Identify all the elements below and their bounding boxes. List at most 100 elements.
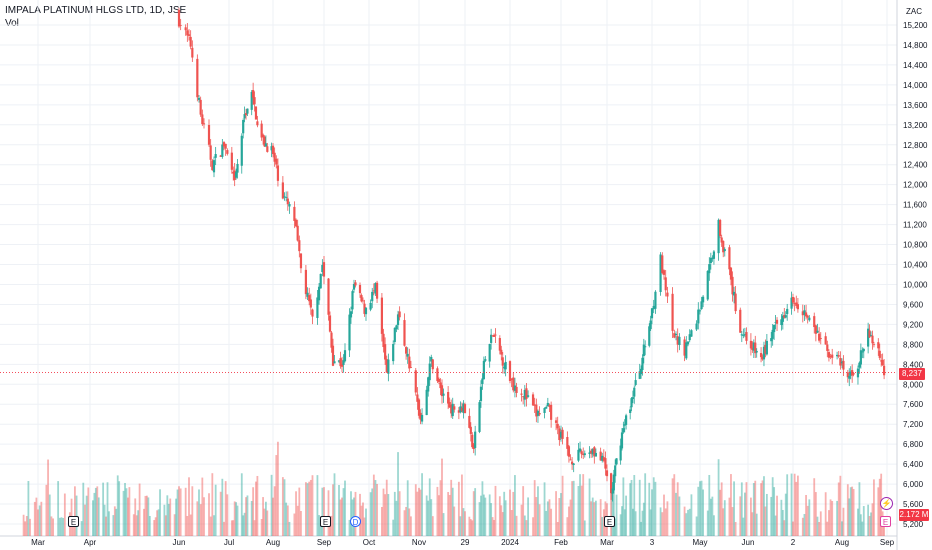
volume-bar bbox=[329, 518, 331, 536]
candle bbox=[554, 417, 558, 431]
candle bbox=[431, 358, 434, 374]
candle bbox=[612, 469, 615, 494]
volume-bar bbox=[40, 501, 43, 536]
volume-bar bbox=[877, 487, 880, 536]
volume-bar bbox=[296, 505, 299, 536]
volume-bar bbox=[661, 512, 664, 536]
candle bbox=[578, 441, 582, 453]
volume-bar bbox=[339, 499, 342, 536]
volume-bar bbox=[867, 504, 870, 536]
candle bbox=[594, 448, 597, 457]
volume-bar bbox=[184, 487, 187, 536]
volume-bar bbox=[342, 488, 345, 536]
volume-bar bbox=[108, 511, 110, 536]
candle bbox=[659, 252, 662, 296]
volume-bar bbox=[676, 482, 679, 536]
volume-bar bbox=[818, 521, 821, 536]
candle bbox=[605, 464, 609, 482]
candle bbox=[648, 323, 651, 348]
candle bbox=[685, 336, 688, 360]
volume-bar bbox=[74, 486, 76, 536]
candle bbox=[740, 331, 743, 343]
candle bbox=[244, 108, 248, 120]
volume-bar bbox=[851, 486, 854, 536]
candle bbox=[375, 280, 379, 303]
volume-bar bbox=[285, 502, 288, 536]
candle bbox=[209, 139, 212, 167]
candle bbox=[709, 252, 712, 270]
candle bbox=[358, 282, 362, 298]
candle bbox=[214, 146, 217, 166]
volume-bar bbox=[270, 474, 273, 536]
volume-bar bbox=[857, 508, 859, 536]
volume-bar bbox=[403, 510, 406, 536]
earnings-marker[interactable]: E bbox=[604, 516, 615, 527]
candle bbox=[207, 119, 211, 147]
candle bbox=[728, 244, 731, 276]
candle bbox=[250, 90, 253, 116]
volume-bar bbox=[214, 484, 217, 536]
candle bbox=[482, 356, 485, 380]
candle bbox=[201, 109, 204, 126]
volume-bars bbox=[22, 441, 885, 536]
candle bbox=[533, 397, 536, 413]
candle bbox=[602, 449, 605, 463]
volume-bar bbox=[405, 506, 407, 536]
candle bbox=[451, 397, 454, 419]
volume-bar bbox=[147, 497, 150, 536]
candle bbox=[333, 354, 336, 364]
volume-bar bbox=[754, 480, 757, 536]
volume-bar bbox=[137, 510, 140, 536]
volume-bar bbox=[359, 493, 361, 536]
candle bbox=[774, 314, 777, 330]
volume-bar bbox=[447, 492, 450, 536]
volume-bar bbox=[189, 514, 192, 536]
candle bbox=[221, 138, 224, 159]
x-tick-label: Aug bbox=[266, 538, 280, 547]
volume-bar bbox=[148, 515, 151, 536]
earnings-marker[interactable]: E bbox=[68, 516, 79, 527]
candle bbox=[222, 141, 226, 151]
volume-bar bbox=[125, 488, 128, 536]
volume-bar bbox=[591, 497, 594, 536]
volume-bar bbox=[826, 521, 829, 536]
candle bbox=[515, 382, 518, 398]
volume-bar bbox=[488, 494, 491, 536]
dividend-marker[interactable]: D bbox=[350, 516, 361, 527]
volume-bar bbox=[740, 482, 743, 536]
volume-bar bbox=[127, 497, 129, 536]
volume-bar bbox=[702, 489, 704, 536]
candle bbox=[211, 159, 214, 171]
flash-icon[interactable]: ⚡ bbox=[880, 497, 893, 510]
volume-bar bbox=[728, 497, 731, 536]
volume-bar bbox=[673, 474, 676, 536]
volume-indicator-label[interactable]: Vol bbox=[5, 18, 19, 29]
volume-bar bbox=[35, 497, 38, 536]
volume-bar bbox=[801, 517, 804, 536]
volume-bar bbox=[311, 475, 314, 536]
x-tick-label: Jun bbox=[173, 538, 186, 547]
earnings-marker[interactable]: E bbox=[880, 516, 891, 527]
candle bbox=[719, 218, 722, 239]
candle bbox=[631, 390, 635, 404]
earnings-marker[interactable]: E bbox=[320, 516, 331, 527]
volume-bar bbox=[481, 481, 484, 536]
candle bbox=[342, 354, 345, 373]
volume-bar bbox=[175, 498, 177, 536]
volume-bar bbox=[273, 486, 276, 536]
volume-bar bbox=[308, 481, 311, 536]
volume-bar bbox=[509, 489, 511, 536]
volume-bar bbox=[173, 514, 176, 536]
volume-bar bbox=[60, 517, 63, 536]
volume-bar bbox=[305, 482, 307, 536]
candle bbox=[816, 323, 819, 334]
volume-bar bbox=[392, 519, 395, 536]
volume-bar bbox=[742, 517, 745, 536]
volume-bar bbox=[550, 508, 553, 536]
volume-bar bbox=[687, 509, 689, 536]
candle bbox=[804, 304, 808, 320]
volume-bar bbox=[839, 475, 842, 536]
volume-bar bbox=[514, 475, 516, 536]
candle bbox=[436, 366, 439, 384]
